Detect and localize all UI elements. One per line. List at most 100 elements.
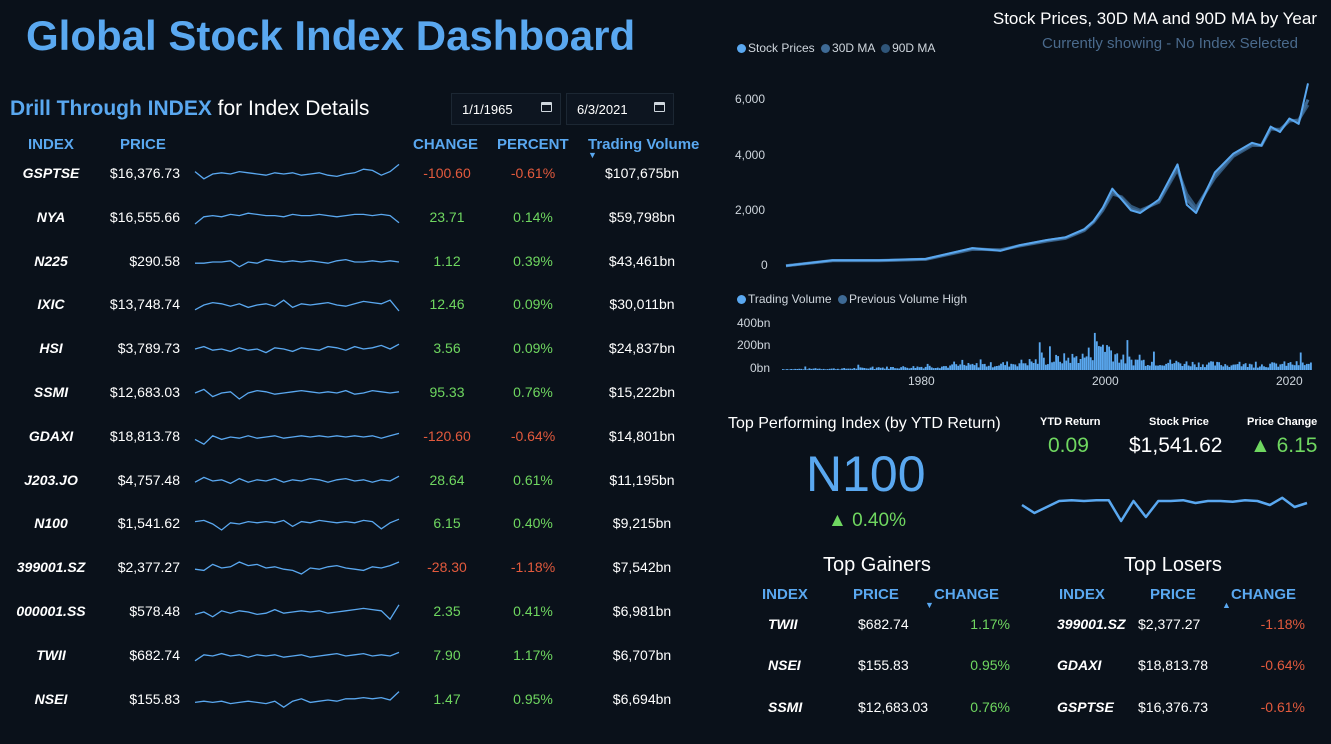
gainers-header-price[interactable]: PRICE bbox=[853, 586, 899, 603]
sort-descending-icon[interactable]: ▼ bbox=[925, 600, 934, 610]
index-price: $4,757.48 bbox=[117, 471, 180, 488]
sort-descending-icon[interactable]: ▼ bbox=[588, 150, 597, 160]
column-header-percent[interactable]: PERCENT bbox=[497, 136, 569, 153]
gainers-index[interactable]: SSMI bbox=[768, 699, 803, 715]
volume-bar bbox=[1299, 352, 1302, 370]
losers-header-change[interactable]: CHANGE bbox=[1231, 586, 1297, 603]
index-name[interactable]: J203.JO bbox=[24, 471, 78, 488]
volume-bar bbox=[957, 365, 960, 370]
index-name[interactable]: HSI bbox=[39, 340, 63, 357]
index-name[interactable]: GSPTSE bbox=[22, 165, 80, 181]
volume-bar bbox=[1187, 365, 1190, 370]
index-percent: 0.14% bbox=[513, 208, 553, 225]
table-row[interactable]: NYA $16,555.66 23.71 0.14% $59,798bn bbox=[0, 203, 710, 233]
volume-bar bbox=[983, 363, 986, 370]
legend-item[interactable]: Previous Volume High bbox=[848, 292, 968, 306]
column-header-index[interactable]: INDEX bbox=[28, 136, 74, 153]
index-name[interactable]: N225 bbox=[34, 252, 68, 269]
index-name[interactable]: 399001.SZ bbox=[16, 559, 86, 576]
end-date-picker[interactable]: 6/3/2021 bbox=[566, 93, 674, 125]
volume-bar bbox=[1254, 361, 1257, 370]
volume-bar bbox=[932, 368, 935, 370]
volume-bar bbox=[918, 367, 921, 370]
legend-item[interactable]: 30D MA bbox=[832, 41, 875, 55]
volume-bar bbox=[1157, 365, 1159, 370]
table-row[interactable]: IXIC $13,748.74 12.46 0.09% $30,011bn bbox=[0, 290, 710, 320]
calendar-icon[interactable] bbox=[541, 100, 552, 115]
volume-bar bbox=[1244, 363, 1247, 370]
losers-index[interactable]: 399001.SZ bbox=[1057, 616, 1126, 632]
table-row[interactable]: N225 $290.58 1.12 0.39% $43,461bn bbox=[0, 247, 710, 277]
end-date-value[interactable]: 6/3/2021 bbox=[577, 102, 628, 117]
volume-bar bbox=[947, 367, 949, 370]
gainers-index[interactable]: NSEI bbox=[768, 657, 801, 673]
y-axis-tick: 400bn bbox=[737, 316, 771, 330]
table-row[interactable]: GDAXI $18,813.78 -120.60 -0.64% $14,801bn bbox=[0, 422, 710, 452]
sort-ascending-icon[interactable]: ▲ bbox=[1222, 600, 1231, 610]
x-axis-tick: 2020 bbox=[1276, 374, 1303, 388]
volume-bar bbox=[1269, 363, 1272, 370]
volume-bar bbox=[1151, 361, 1153, 370]
volume-bar bbox=[906, 367, 909, 370]
losers-header-index[interactable]: INDEX bbox=[1059, 586, 1105, 603]
legend-item[interactable]: Stock Prices bbox=[748, 41, 815, 55]
calendar-icon[interactable] bbox=[654, 100, 665, 115]
table-row[interactable]: HSI $3,789.73 3.56 0.09% $24,837bn bbox=[0, 334, 710, 364]
price-line-chart[interactable] bbox=[782, 70, 1312, 275]
volume-area-chart[interactable] bbox=[782, 325, 1312, 370]
gainers-header-change[interactable]: CHANGE bbox=[934, 586, 1000, 603]
table-row[interactable]: 000001.SS $578.48 2.35 0.41% $6,981bn bbox=[0, 597, 710, 627]
index-name[interactable]: 000001.SS bbox=[16, 603, 86, 619]
index-name[interactable]: TWII bbox=[36, 646, 66, 663]
losers-index[interactable]: GSPTSE bbox=[1057, 699, 1114, 715]
index-name[interactable]: IXIC bbox=[37, 296, 65, 313]
column-header-change[interactable]: CHANGE bbox=[413, 136, 479, 153]
table-row[interactable]: N100 $1,541.62 6.15 0.40% $9,215bn bbox=[0, 509, 710, 539]
legend-item[interactable]: 90D MA bbox=[892, 41, 936, 55]
volume-bar bbox=[1208, 362, 1210, 370]
gainers-header-index[interactable]: INDEX bbox=[762, 586, 808, 603]
index-name[interactable]: N100 bbox=[34, 515, 68, 532]
volume-bar bbox=[1175, 360, 1178, 370]
start-date-picker[interactable]: 1/1/1965 bbox=[451, 93, 561, 125]
column-header-trading-volume[interactable]: Trading Volume bbox=[588, 136, 700, 153]
table-row[interactable]: NSEI $155.83 1.47 0.95% $6,694bn bbox=[0, 685, 710, 715]
index-name[interactable]: GDAXI bbox=[28, 427, 74, 444]
index-name[interactable]: NYA bbox=[36, 208, 66, 225]
volume-bar bbox=[1295, 361, 1298, 370]
gainers-index[interactable]: TWII bbox=[768, 616, 798, 632]
start-date-value[interactable]: 1/1/1965 bbox=[462, 102, 513, 117]
losers-index[interactable]: GDAXI bbox=[1057, 657, 1102, 673]
volume-bar bbox=[924, 366, 927, 370]
table-row[interactable]: J203.JO $4,757.48 28.64 0.61% $11,195bn bbox=[0, 466, 710, 496]
sparkline bbox=[194, 475, 400, 484]
volume-bar bbox=[1279, 364, 1282, 370]
index-name[interactable]: NSEI bbox=[34, 690, 68, 707]
volume-bar bbox=[1034, 359, 1037, 370]
legend-item[interactable]: Trading Volume bbox=[748, 292, 832, 306]
column-header-price[interactable]: PRICE bbox=[120, 136, 166, 153]
volume-bar bbox=[1138, 354, 1141, 370]
volume-bar bbox=[910, 367, 913, 370]
table-row[interactable]: 399001.SZ $2,377.27 -28.30 -1.18% $7,542bn bbox=[0, 553, 710, 583]
table-row[interactable]: GSPTSE $16,376.73 -100.60 -0.61% $107,675bn bbox=[0, 159, 710, 189]
volume-bar bbox=[1232, 364, 1235, 370]
index-name[interactable]: SSMI bbox=[33, 384, 69, 400]
volume-bar bbox=[1153, 351, 1155, 370]
volume-bar bbox=[1063, 353, 1066, 370]
sparkline bbox=[195, 258, 400, 268]
table-row[interactable]: TWII $682.74 7.90 1.17% $6,707bn bbox=[0, 641, 710, 671]
volume-bar bbox=[896, 368, 899, 370]
volume-bar bbox=[1275, 363, 1278, 370]
sparkline-path bbox=[194, 163, 400, 180]
gainers-price: $682.74 bbox=[858, 616, 909, 632]
volume-bar bbox=[1246, 367, 1249, 370]
volume-bar bbox=[1265, 367, 1267, 370]
volume-bar bbox=[871, 366, 874, 370]
sparkline-path bbox=[194, 343, 400, 354]
losers-change: -1.18% bbox=[1260, 616, 1305, 632]
losers-header-price[interactable]: PRICE bbox=[1150, 586, 1196, 603]
table-row[interactable]: SSMI $12,683.03 95.33 0.76% $15,222bn bbox=[0, 378, 710, 408]
volume-bar bbox=[833, 368, 835, 370]
volume-bar bbox=[1079, 359, 1082, 370]
